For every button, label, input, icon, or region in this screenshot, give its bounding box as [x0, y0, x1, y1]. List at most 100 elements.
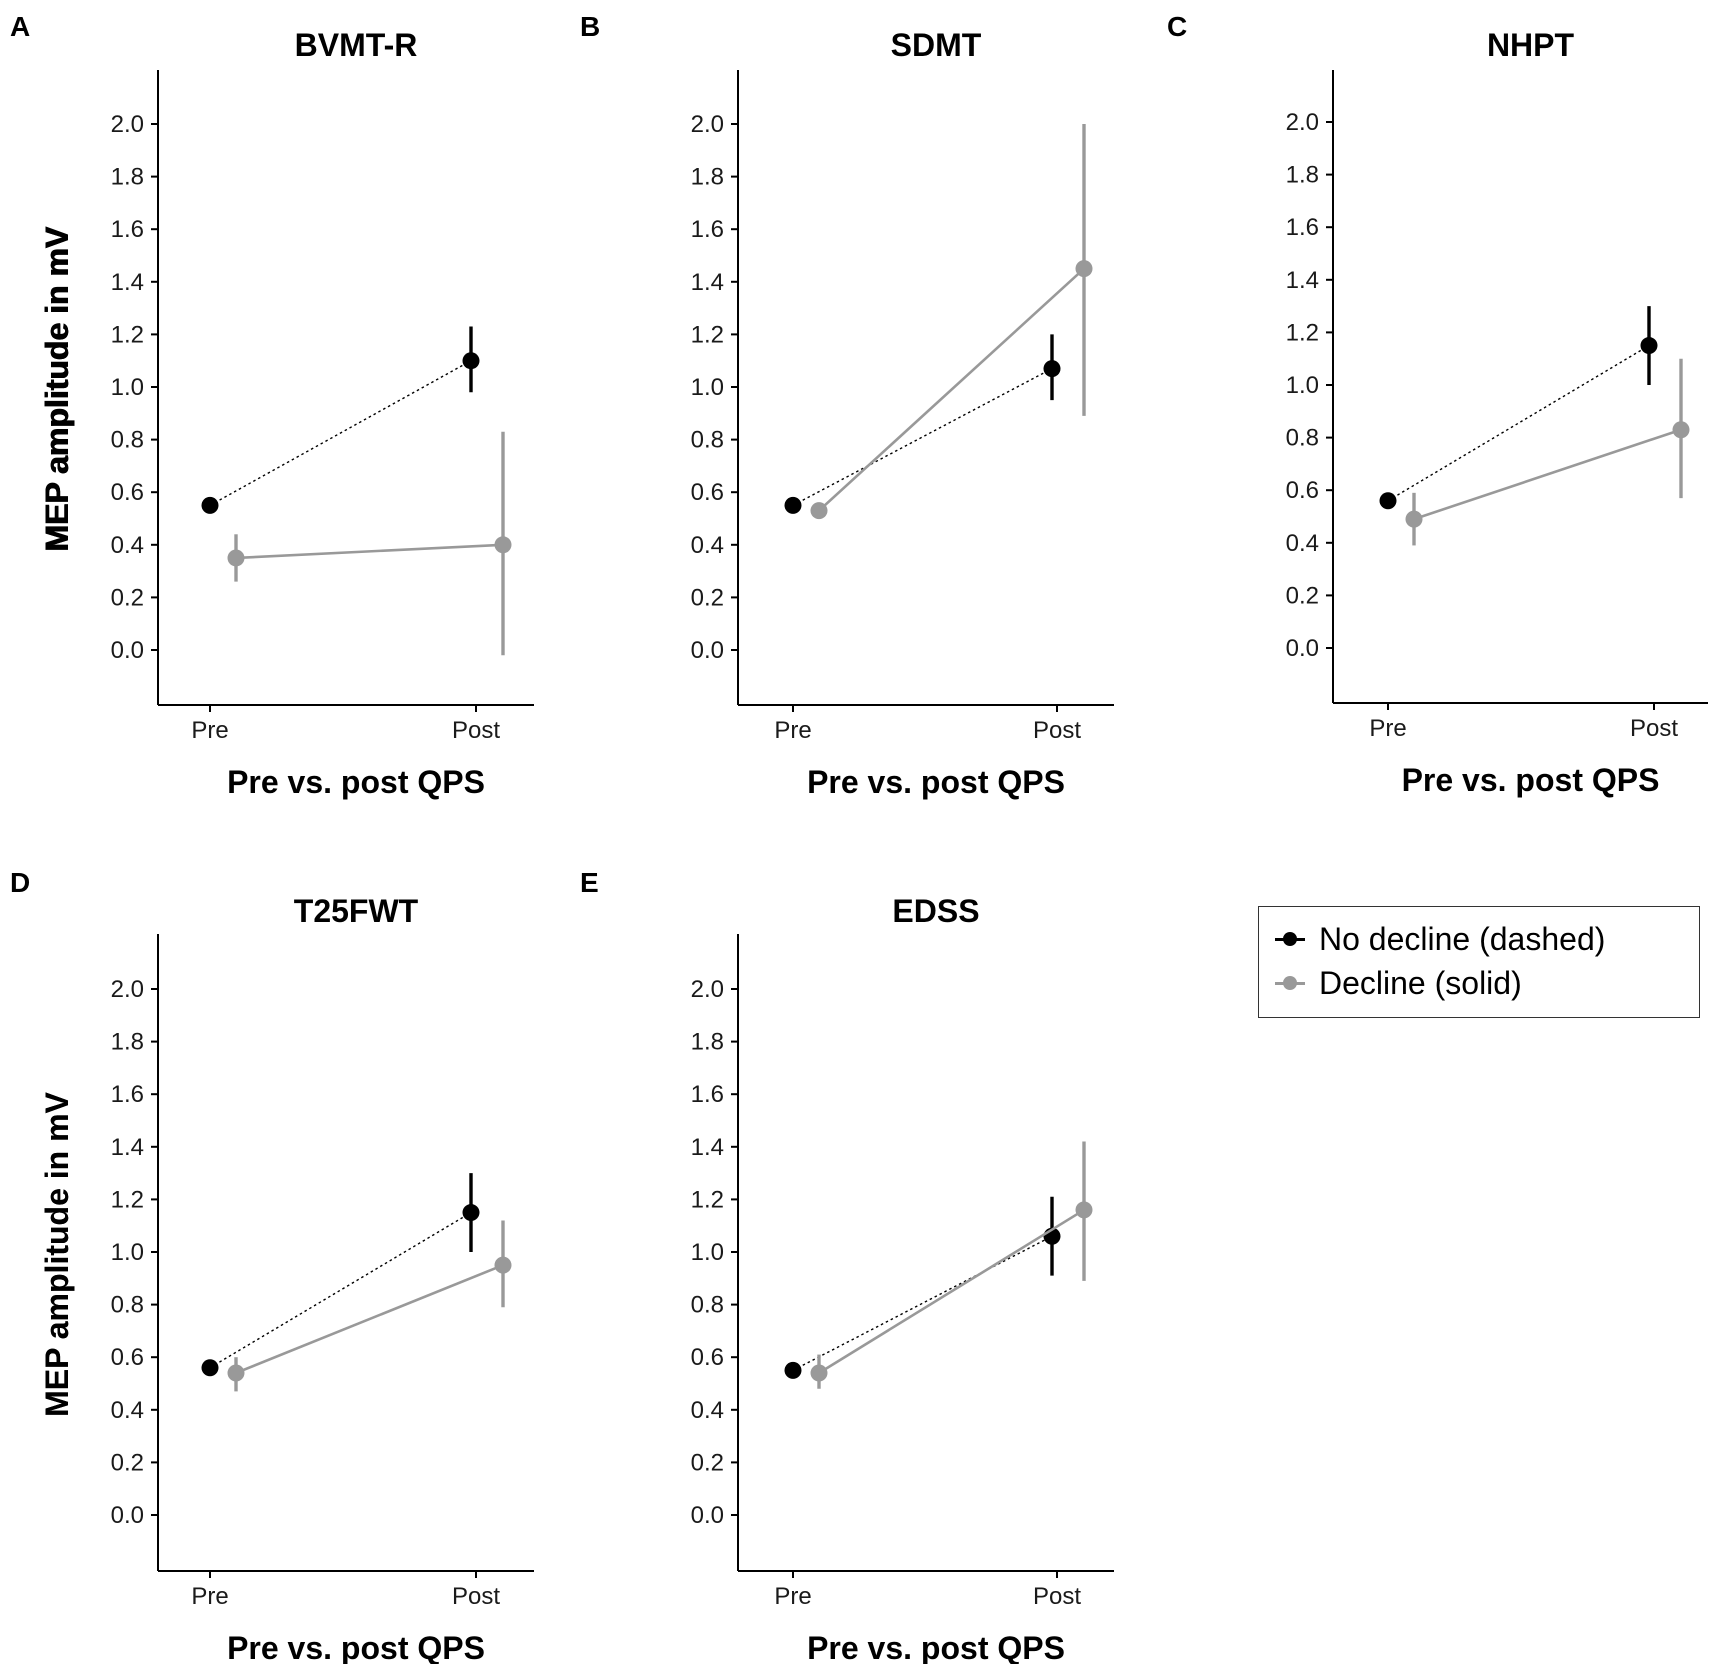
data-point-no-decline-d-0: [201, 1359, 219, 1377]
y-tick-label-e-1: 0.2: [691, 1449, 724, 1476]
series-line-decline-b: [818, 267, 1085, 512]
y-tick-label-b-10: 2.0: [691, 111, 724, 138]
x-tick-label-a-0: Pre: [191, 717, 228, 744]
y-tick-label-d-4: 0.8: [111, 1292, 144, 1319]
data-point-decline-c-0: [1405, 510, 1423, 528]
series-line-decline-d: [235, 1263, 504, 1375]
panel-letter-b: B: [580, 11, 600, 42]
y-tick-label-c-8: 1.6: [1286, 214, 1319, 241]
y-tick-label-a-8: 1.6: [111, 216, 144, 243]
x-tick-label-e-1: Post: [1033, 1583, 1081, 1610]
data-point-no-decline-b-1: [1043, 360, 1061, 378]
x-axis-label-e: Pre vs. post QPS: [807, 1630, 1065, 1664]
legend-label-decline: Decline (solid): [1319, 964, 1522, 1001]
series-line-no-decline-d: [209, 1211, 472, 1369]
data-point-decline-d-1: [494, 1256, 512, 1274]
y-tick-label-e-10: 2.0: [691, 976, 724, 1003]
y-tick-label-b-7: 1.4: [691, 269, 724, 296]
y-tick-label-a-3: 0.6: [111, 479, 144, 506]
legend-key-decline: [1273, 963, 1307, 1003]
panel-letter-d: D: [10, 867, 30, 898]
y-tick-label-a-6: 1.2: [111, 321, 144, 348]
panel-title-e: EDSS: [892, 893, 979, 929]
panel-letter-a: A: [10, 11, 30, 42]
y-tick-label-b-2: 0.4: [691, 532, 724, 559]
y-tick-label-e-9: 1.8: [691, 1029, 724, 1056]
y-tick-label-a-10: 2.0: [111, 111, 144, 138]
y-tick-label-b-1: 0.2: [691, 584, 724, 611]
y-tick-label-d-6: 1.2: [111, 1186, 144, 1213]
y-tick-label-b-9: 1.8: [691, 164, 724, 191]
y-tick-label-d-10: 2.0: [111, 976, 144, 1003]
y-tick-label-e-8: 1.6: [691, 1081, 724, 1108]
data-point-no-decline-e-0: [784, 1361, 802, 1379]
series-line-no-decline-c: [1387, 344, 1650, 502]
y-tick-label-d-9: 1.8: [111, 1029, 144, 1056]
x-axis-label-c: Pre vs. post QPS: [1402, 762, 1660, 798]
y-axis-label-d: MEP amplitude in mV: [39, 1091, 75, 1416]
y-tick-label-c-4: 0.8: [1286, 425, 1319, 452]
series-line-no-decline-a: [209, 360, 472, 506]
legend-key-no-decline: [1273, 919, 1307, 959]
data-point-decline-b-1: [1075, 260, 1093, 278]
data-point-no-decline-c-1: [1640, 337, 1658, 355]
data-point-decline-d-0: [227, 1364, 245, 1382]
y-tick-label-b-3: 0.6: [691, 479, 724, 506]
y-tick-label-e-6: 1.2: [691, 1186, 724, 1213]
legend-label-no-decline: No decline (dashed): [1319, 920, 1606, 957]
x-tick-label-b-0: Pre: [774, 717, 811, 744]
y-tick-label-a-1: 0.2: [111, 584, 144, 611]
x-tick-label-d-1: Post: [452, 1583, 500, 1610]
data-point-decline-a-0: [227, 549, 245, 567]
y-tick-label-a-0: 0.0: [111, 637, 144, 664]
y-tick-label-a-9: 1.8: [111, 164, 144, 191]
y-tick-label-c-9: 1.8: [1286, 162, 1319, 189]
y-tick-label-a-5: 1.0: [111, 374, 144, 401]
series-line-decline-c: [1413, 428, 1682, 521]
legend: No decline (dashed) Decline (solid): [1258, 906, 1700, 1018]
y-tick-label-d-7: 1.4: [111, 1134, 144, 1161]
y-tick-label-e-0: 0.0: [691, 1502, 724, 1529]
x-tick-label-c-0: Pre: [1369, 715, 1406, 742]
panel-letter-e: E: [580, 867, 599, 898]
x-axis-label-d: Pre vs. post QPS: [227, 1630, 485, 1664]
y-tick-label-c-6: 1.2: [1286, 319, 1319, 346]
x-tick-label-a-1: Post: [452, 717, 500, 744]
y-tick-label-d-1: 0.2: [111, 1449, 144, 1476]
data-point-no-decline-d-1: [462, 1204, 480, 1222]
data-point-no-decline-b-0: [784, 496, 802, 514]
panel-title-a: BVMT-R: [295, 27, 418, 63]
panel-title-d: T25FWT: [294, 893, 419, 929]
panel-title-b: SDMT: [891, 27, 982, 63]
y-tick-label-d-3: 0.6: [111, 1344, 144, 1371]
y-tick-label-c-0: 0.0: [1286, 635, 1319, 662]
x-tick-label-d-0: Pre: [191, 1583, 228, 1610]
y-tick-label-a-2: 0.4: [111, 532, 144, 559]
data-point-no-decline-c-0: [1379, 492, 1397, 510]
series-line-no-decline-e: [792, 1235, 1053, 1371]
y-tick-label-b-6: 1.2: [691, 321, 724, 348]
x-tick-label-c-1: Post: [1630, 715, 1678, 742]
y-axis-label-e: MEP amplitude in mV: [39, 1091, 75, 1416]
data-point-decline-e-1: [1075, 1201, 1093, 1219]
legend-item-decline: Decline (solid): [1273, 963, 1522, 1003]
y-tick-label-d-0: 0.0: [111, 1502, 144, 1529]
data-point-decline-c-1: [1672, 421, 1690, 439]
y-tick-label-b-5: 1.0: [691, 374, 724, 401]
y-tick-label-c-7: 1.4: [1286, 267, 1319, 294]
y-tick-label-a-4: 0.8: [111, 427, 144, 454]
series-line-decline-e: [818, 1208, 1085, 1375]
y-tick-label-e-4: 0.8: [691, 1292, 724, 1319]
x-axis-label-a: Pre vs. post QPS: [227, 764, 485, 800]
panel-title-c: NHPT: [1487, 27, 1575, 63]
y-axis-label-a: MEP amplitude in mV: [39, 226, 75, 551]
y-tick-label-e-2: 0.4: [691, 1397, 724, 1424]
y-tick-label-e-3: 0.6: [691, 1344, 724, 1371]
legend-item-no-decline: No decline (dashed): [1273, 919, 1605, 959]
y-tick-label-c-1: 0.2: [1286, 582, 1319, 609]
x-tick-label-b-1: Post: [1033, 717, 1081, 744]
y-tick-label-a-7: 1.4: [111, 269, 144, 296]
y-tick-label-d-8: 1.6: [111, 1081, 144, 1108]
series-line-no-decline-b: [792, 367, 1053, 506]
